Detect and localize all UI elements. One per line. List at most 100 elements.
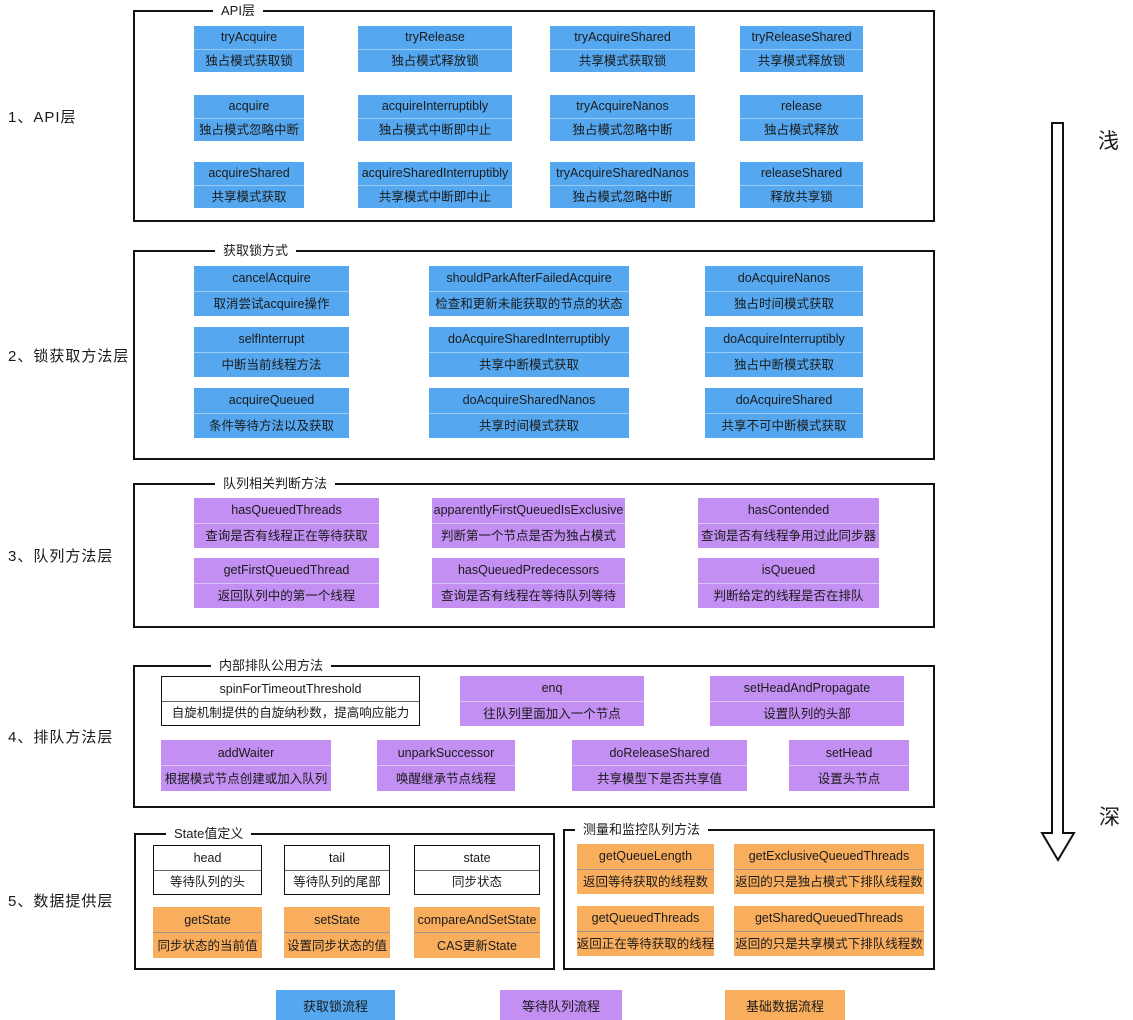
method-name: doReleaseShared <box>572 740 747 766</box>
field-desc: 等待队列的尾部 <box>293 875 381 890</box>
legend-wait-queue-flow: 等待队列流程 <box>500 990 622 1020</box>
box-tryRelease: tryRelease 独占模式释放锁 <box>358 26 512 72</box>
box-tryAcquireNanos: tryAcquireNanos 独占模式忽略中断 <box>550 95 695 141</box>
method-name: getQueuedThreads <box>577 906 714 932</box>
box-doAcquireNanos: doAcquireNanos 独占时间模式获取 <box>705 266 863 316</box>
box-release: release 独占模式释放 <box>740 95 863 141</box>
box-acquireInterruptibly: acquireInterruptibly 独占模式中断即中止 <box>358 95 512 141</box>
box-releaseShared: releaseShared 释放共享锁 <box>740 162 863 208</box>
method-name: tryRelease <box>358 26 512 50</box>
depth-arrow <box>1040 122 1076 862</box>
method-name: unparkSuccessor <box>377 740 515 766</box>
layer-label-5: 5、数据提供层 <box>8 893 114 910</box>
method-name: setHead <box>789 740 909 766</box>
box-getFirstQueuedThread: getFirstQueuedThread 返回队列中的第一个线程 <box>194 558 379 608</box>
box-hasQueuedPredecessors: hasQueuedPredecessors 查询是否有线程在等待队列等待 <box>432 558 625 608</box>
method-desc: 返回队列中的第一个线程 <box>217 588 356 603</box>
method-name: doAcquireInterruptibly <box>705 327 863 353</box>
method-desc: 返回等待获取的线程数 <box>582 874 708 889</box>
method-name: setState <box>284 907 390 933</box>
box-tryAcquireSharedNanos: tryAcquireSharedNanos 独占模式忽略中断 <box>550 162 695 208</box>
method-name: hasQueuedPredecessors <box>432 558 625 584</box>
legend-base-data-flow: 基础数据流程 <box>725 990 845 1020</box>
box-unparkSuccessor: unparkSuccessor 唤醒继承节点线程 <box>377 740 515 791</box>
method-desc: 中断当前线程方法 <box>221 357 322 372</box>
box-isQueued: isQueued 判断给定的线程是否在排队 <box>698 558 879 608</box>
box-tryAcquire: tryAcquire 独占模式获取锁 <box>194 26 304 72</box>
box-doAcquireSharedNanos: doAcquireSharedNanos 共享时间模式获取 <box>429 388 629 438</box>
method-name: getSharedQueuedThreads <box>734 906 924 932</box>
method-name: hasContended <box>698 498 879 524</box>
section-enqueue-method-layer: 内部排队公用方法 spinForTimeoutThreshold 自旋机制提供的… <box>133 658 935 808</box>
method-desc: 设置队列的头部 <box>763 706 851 721</box>
method-desc: 独占模式中断即中止 <box>378 122 492 137</box>
section-queue-method-layer: 队列相关判断方法 hasQueuedThreads 查询是否有线程正在等待获取 … <box>133 476 935 628</box>
box-cancelAcquire: cancelAcquire 取消尝试acquire操作 <box>194 266 349 316</box>
method-name: releaseShared <box>740 162 863 186</box>
box-apparentlyFirstQueuedIsExclusive: apparentlyFirstQueuedIsExclusive 判断第一个节点… <box>432 498 625 548</box>
method-name: getQueueLength <box>577 844 714 870</box>
method-desc: 共享模式释放锁 <box>757 53 846 68</box>
method-name: doAcquireSharedNanos <box>429 388 629 414</box>
method-desc: 独占模式忽略中断 <box>572 122 673 137</box>
method-desc: 共享不可中断模式获取 <box>721 418 847 433</box>
box-tryReleaseShared: tryReleaseShared 共享模式释放锁 <box>740 26 863 72</box>
method-desc: 共享模式获取锁 <box>578 53 667 68</box>
method-name: spinForTimeoutThreshold <box>162 677 419 702</box>
field-name: state <box>415 846 539 871</box>
box-shouldParkAfterFailedAcquire: shouldParkAfterFailedAcquire 检查和更新未能获取的节… <box>429 266 629 316</box>
box-acquireQueued: acquireQueued 条件等待方法以及获取 <box>194 388 349 438</box>
box-getSharedQueuedThreads: getSharedQueuedThreads 返回的只是共享模式下排队线程数 <box>734 906 924 956</box>
layer-label-1: 1、API层 <box>8 109 77 126</box>
box-tryAcquireShared: tryAcquireShared 共享模式获取锁 <box>550 26 695 72</box>
section-title: 获取锁方式 <box>215 243 297 259</box>
box-acquire: acquire 独占模式忽略中断 <box>194 95 304 141</box>
layer-label-3: 3、队列方法层 <box>8 548 114 565</box>
box-hasQueuedThreads: hasQueuedThreads 查询是否有线程正在等待获取 <box>194 498 379 548</box>
method-desc: 往队列里面加入一个节点 <box>483 706 621 721</box>
method-name: tryReleaseShared <box>740 26 863 50</box>
method-name: tryAcquireShared <box>550 26 695 50</box>
method-name: tryAcquireNanos <box>550 95 695 119</box>
section-title: State值定义 <box>166 826 252 842</box>
section-state-definition: State值定义 head 等待队列的头 tail 等待队列的尾部 state … <box>134 826 555 970</box>
method-desc: 释放共享锁 <box>770 189 833 204</box>
method-name: acquireSharedInterruptibly <box>358 162 512 186</box>
method-desc: 返回的只是共享模式下排队线程数 <box>735 936 923 951</box>
box-setState: setState 设置同步状态的值 <box>284 907 390 958</box>
section-title: 测量和监控队列方法 <box>575 822 709 838</box>
method-desc: 独占时间模式获取 <box>733 296 834 311</box>
method-name: apparentlyFirstQueuedIsExclusive <box>432 498 625 524</box>
method-name: getExclusiveQueuedThreads <box>734 844 924 870</box>
box-getQueuedThreads: getQueuedThreads 返回正在等待获取的线程 <box>577 906 714 956</box>
method-name: isQueued <box>698 558 879 584</box>
field-desc: 同步状态 <box>451 875 502 890</box>
method-desc: 独占模式忽略中断 <box>198 122 299 137</box>
box-state: state 同步状态 <box>414 845 540 895</box>
method-desc: 返回正在等待获取的线程 <box>576 936 715 951</box>
method-name: acquireInterruptibly <box>358 95 512 119</box>
method-desc: 判断给定的线程是否在排队 <box>713 588 864 603</box>
method-name: acquireQueued <box>194 388 349 414</box>
method-name: cancelAcquire <box>194 266 349 292</box>
method-name: getState <box>153 907 262 933</box>
method-name: selfInterrupt <box>194 327 349 353</box>
box-selfInterrupt: selfInterrupt 中断当前线程方法 <box>194 327 349 377</box>
method-name: release <box>740 95 863 119</box>
method-desc: 自旋机制提供的自旋纳秒数，提高响应能力 <box>171 706 410 721</box>
method-desc: 查询是否有线程正在等待获取 <box>205 528 368 543</box>
method-desc: 独占模式释放 <box>763 122 839 137</box>
method-desc: 取消尝试acquire操作 <box>213 296 330 311</box>
method-desc: 独占模式忽略中断 <box>572 189 673 204</box>
box-doReleaseShared: doReleaseShared 共享模型下是否共享值 <box>572 740 747 791</box>
method-desc: 共享时间模式获取 <box>478 418 579 433</box>
depth-deep-label: 深 <box>1099 806 1120 829</box>
box-acquireShared: acquireShared 共享模式获取 <box>194 162 304 208</box>
method-desc: 共享中断模式获取 <box>478 357 579 372</box>
method-name: setHeadAndPropagate <box>710 676 904 702</box>
box-getExclusiveQueuedThreads: getExclusiveQueuedThreads 返回的只是独占模式下排队线程… <box>734 844 924 894</box>
method-desc: CAS更新State <box>437 938 517 953</box>
method-name: tryAcquire <box>194 26 304 50</box>
method-name: getFirstQueuedThread <box>194 558 379 584</box>
field-name: head <box>154 846 261 871</box>
